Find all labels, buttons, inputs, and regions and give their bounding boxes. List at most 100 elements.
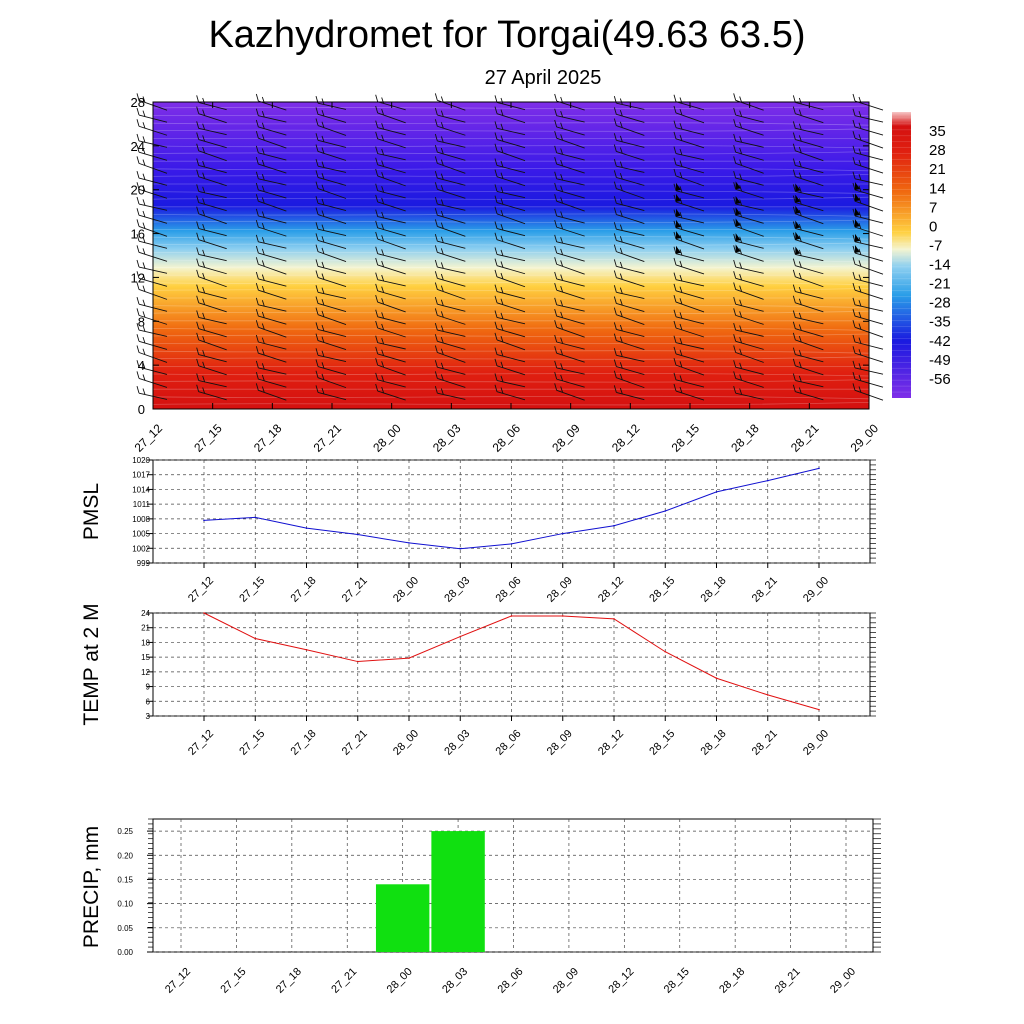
wind-barb-shaft	[434, 360, 466, 375]
wind-barb	[375, 194, 406, 212]
wind-barb-shaft	[792, 169, 824, 187]
x-tick-label: 28_18	[699, 728, 729, 758]
wind-barb	[375, 257, 406, 275]
wind-barb-shaft	[554, 283, 585, 300]
heatmap-field	[153, 102, 869, 409]
wind-barb-shaft	[792, 232, 824, 250]
wind-barb	[792, 295, 824, 313]
wind-barb	[255, 119, 287, 136]
wind-barb-shaft	[315, 207, 347, 224]
wind-barb	[315, 233, 347, 249]
wind-barb	[554, 320, 585, 338]
wind-barb-shaft	[434, 308, 466, 325]
wind-barb	[554, 346, 585, 363]
wind-barb	[196, 358, 227, 376]
wind-barb	[196, 221, 227, 237]
contour-line	[152, 167, 870, 172]
wind-barb-shaft	[375, 220, 406, 237]
wind-barb-shaft	[733, 234, 764, 249]
wind-barb	[613, 133, 645, 148]
colorbar-label: 35	[929, 123, 946, 140]
wind-barb	[434, 282, 466, 300]
wind-barb-shaft	[733, 182, 764, 199]
wind-barb-shaft	[196, 232, 227, 250]
wind-barb	[613, 348, 645, 363]
wind-barb-pennant	[735, 207, 741, 216]
wind-barb-shaft	[196, 247, 227, 262]
wind-barb	[434, 308, 466, 325]
wind-barb-pennant	[855, 207, 860, 216]
wind-barb	[733, 297, 764, 312]
wind-barb	[255, 360, 287, 375]
contour-line	[152, 236, 870, 240]
y-tick-label: 1002	[132, 544, 150, 553]
plot-frame	[152, 818, 874, 953]
wind-barb-shaft	[494, 184, 526, 199]
contour-line	[152, 122, 870, 126]
wind-barb	[196, 347, 227, 363]
wind-barb	[434, 234, 466, 249]
wind-barb	[554, 334, 585, 350]
x-tick-label: 28_06	[494, 728, 524, 758]
wind-barb-shaft	[255, 383, 287, 401]
y-tick-label: 0.15	[117, 875, 133, 884]
wind-barb	[315, 133, 347, 148]
wind-barb	[673, 131, 705, 149]
wind-barb-shaft	[494, 332, 526, 351]
wind-barb	[196, 384, 227, 401]
wind-barb-pennant	[855, 219, 860, 228]
wind-barb-shaft	[554, 182, 585, 199]
wind-barb	[375, 183, 406, 199]
wind-barb	[613, 159, 645, 173]
wind-barb	[315, 170, 347, 186]
wind-barb	[196, 121, 227, 136]
x-tick-label: 27_12	[186, 728, 216, 758]
wind-barb-shaft	[434, 145, 466, 161]
wind-barb-shaft	[792, 206, 824, 225]
x-tick-label: 28_06	[490, 421, 524, 455]
wind-barb	[196, 247, 227, 262]
wind-barb-shaft	[554, 334, 585, 350]
wind-barb-shaft	[196, 284, 227, 300]
wind-barb-shaft	[494, 284, 526, 300]
wind-barb	[315, 107, 347, 123]
wind-barb	[673, 231, 705, 250]
wind-barb-shaft	[792, 332, 824, 351]
data-point	[715, 677, 718, 680]
wind-barb	[733, 181, 764, 199]
wind-barb-shaft	[733, 297, 764, 312]
wind-barb-shaft	[196, 258, 227, 275]
wind-barb-shaft	[673, 357, 705, 376]
wind-barb	[673, 146, 705, 161]
wind-barb	[733, 107, 764, 123]
y-tick-label: 1005	[132, 530, 150, 539]
wind-barb	[255, 219, 287, 237]
wind-barb	[613, 270, 645, 287]
wind-barb-shaft	[494, 295, 526, 313]
wind-barb	[733, 170, 764, 186]
contour-line	[152, 373, 870, 377]
wind-barb	[494, 295, 526, 313]
wind-barb-shaft	[673, 309, 705, 325]
wind-barb-shaft	[613, 159, 645, 173]
wind-barb-shaft	[733, 156, 764, 174]
wind-barb-shaft	[434, 334, 466, 350]
wind-barb-shaft	[434, 234, 466, 249]
wind-barb-shaft	[494, 206, 526, 225]
wind-barb	[554, 257, 585, 275]
wind-barb-shaft	[315, 244, 347, 262]
wind-barb-shaft	[315, 144, 347, 161]
x-tick-label: 28_03	[442, 575, 472, 605]
wind-barb	[792, 384, 824, 401]
colorbar-label: 21	[929, 161, 946, 178]
x-tick-label: 27_15	[237, 575, 267, 605]
x-tick-label: 28_15	[662, 966, 692, 996]
y-tick-label: 0.20	[117, 851, 133, 860]
wind-barb	[613, 244, 645, 262]
x-tick-label: 28_03	[442, 728, 472, 758]
wind-barb-shaft	[375, 157, 406, 174]
wind-barb	[494, 384, 526, 401]
wind-barb	[375, 131, 406, 149]
wind-barb-pennant	[735, 196, 741, 205]
